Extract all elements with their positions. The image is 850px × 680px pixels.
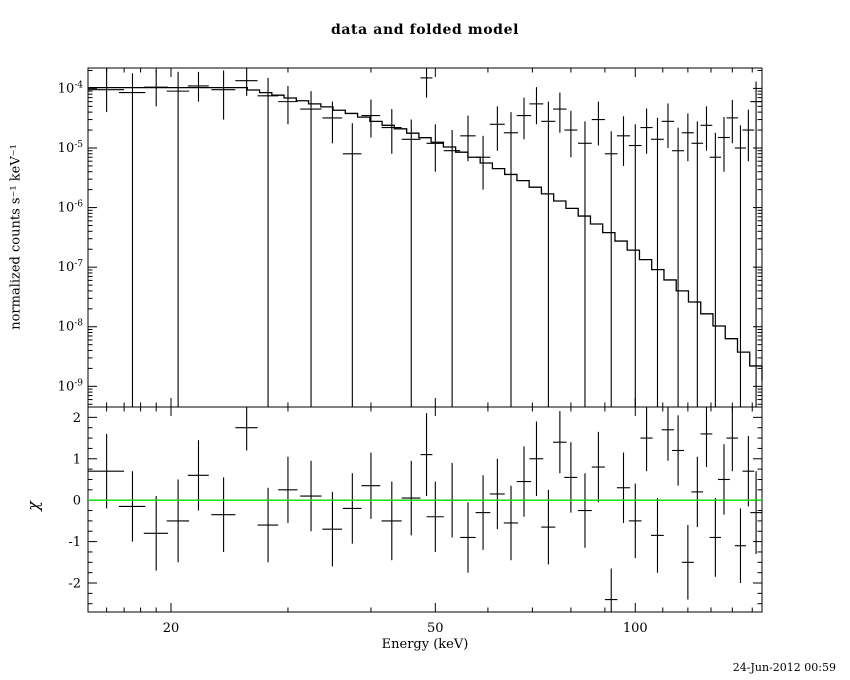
svg-text:1: 1 bbox=[73, 452, 81, 467]
y-axis-label-spectrum: normalized counts s⁻¹ keV⁻¹ bbox=[8, 144, 24, 330]
axes: 20 50 100 10-4 10-5 10-6 10-7 10-8 10-9 -2 -1 0 1 2 bbox=[58, 67, 763, 636]
svg-text:10-5: 10-5 bbox=[58, 140, 84, 156]
model-curve bbox=[88, 86, 763, 381]
svg-text:50: 50 bbox=[427, 621, 444, 636]
residual-data-points bbox=[88, 407, 762, 612]
svg-text:-1: -1 bbox=[68, 535, 81, 550]
svg-text:10-6: 10-6 bbox=[58, 200, 84, 216]
svg-text:0: 0 bbox=[73, 494, 81, 509]
spectrum-data-points bbox=[88, 68, 762, 407]
x-axis-label: Energy (keV) bbox=[381, 637, 469, 652]
y-axis-label-chi: χ bbox=[23, 501, 43, 511]
svg-text:10-8: 10-8 bbox=[58, 319, 84, 335]
svg-text:-2: -2 bbox=[68, 577, 81, 592]
chart-title: data and folded model bbox=[331, 22, 519, 38]
svg-text:100: 100 bbox=[623, 621, 648, 636]
svg-text:2: 2 bbox=[73, 411, 81, 426]
svg-text:10-9: 10-9 bbox=[58, 378, 84, 394]
svg-text:20: 20 bbox=[163, 621, 180, 636]
svg-text:10-4: 10-4 bbox=[58, 80, 84, 96]
svg-text:10-7: 10-7 bbox=[58, 259, 84, 275]
plot-timestamp: 24-Jun-2012 00:59 bbox=[732, 661, 836, 674]
